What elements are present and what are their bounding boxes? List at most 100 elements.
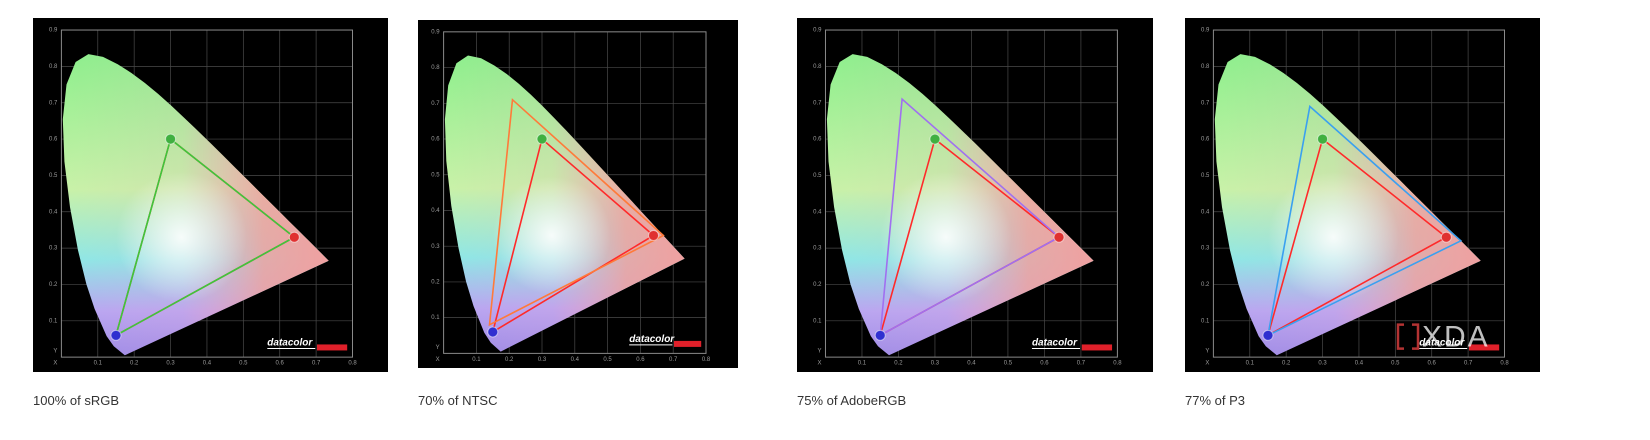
- x-tick-label: 0.6: [636, 357, 645, 363]
- x-tick-label: 0.7: [669, 357, 678, 363]
- y-tick-label: 0.4: [431, 208, 440, 214]
- x-axis-label: X: [53, 361, 57, 367]
- y-tick-label: 0.4: [1201, 209, 1210, 215]
- x-tick-label: 0.3: [538, 357, 547, 363]
- y-tick-label: 0.3: [431, 244, 440, 250]
- y-tick-label: 0.3: [813, 246, 822, 252]
- plot-border: [443, 31, 707, 354]
- watermark-bracket: [1396, 323, 1420, 350]
- y-tick-label: 0.9: [49, 28, 58, 34]
- y-tick-label: 0.6: [1201, 137, 1210, 143]
- x-axis-label: X: [1205, 361, 1209, 367]
- x-tick-label: 0.7: [1077, 361, 1086, 367]
- x-tick-label: 0.2: [505, 357, 514, 363]
- primary-marker: [1262, 329, 1274, 341]
- x-axis-label: X: [817, 361, 821, 367]
- x-tick-label: 0.2: [1282, 361, 1291, 367]
- y-axis-label: Y: [1205, 349, 1209, 355]
- x-tick-label: 0.6: [1040, 361, 1049, 367]
- x-tick-label: 0.5: [239, 361, 248, 367]
- logo-bar: [1469, 344, 1500, 351]
- y-tick-label: 0.2: [1201, 282, 1210, 288]
- logo-text: datacolor: [629, 334, 675, 345]
- x-tick-label: 0.8: [348, 361, 357, 367]
- x-tick-label: 0.6: [1428, 361, 1437, 367]
- y-tick-label: 0.5: [813, 173, 822, 179]
- plot-border: [1212, 29, 1506, 358]
- gamut-triangle: [879, 97, 1061, 337]
- x-tick-label: 0.7: [312, 361, 321, 367]
- primary-marker: [648, 229, 660, 241]
- x-axis-label: X: [436, 357, 440, 363]
- y-tick-label: 0.6: [49, 137, 58, 143]
- y-tick-label: 0.4: [813, 209, 822, 215]
- x-tick-label: 0.2: [130, 361, 139, 367]
- plot-border: [60, 29, 354, 358]
- logo-text: datacolor: [1032, 337, 1078, 348]
- plot-border: [824, 29, 1118, 358]
- logo-text: datacolor: [1419, 337, 1465, 348]
- watermark: XDA: [1422, 321, 1490, 354]
- chart-panel: 0.1 0.2 0.3 0.4 0.5 0.6 0.7 0.8 0.1 0.2 0.3 0.4 0.5 0…: [33, 18, 388, 372]
- logo-bar: [674, 340, 702, 347]
- gamut-triangle: [114, 137, 296, 337]
- x-tick-label: 0.4: [203, 361, 212, 367]
- logo-text: datacolor: [267, 337, 313, 348]
- x-tick-label: 0.5: [1004, 361, 1013, 367]
- y-tick-label: 0.6: [813, 137, 822, 143]
- y-tick-label: 0.1: [813, 318, 822, 324]
- y-tick-label: 0.5: [1201, 173, 1210, 179]
- y-axis-label: Y: [817, 349, 821, 355]
- y-tick-label: 0.1: [431, 315, 440, 321]
- y-tick-label: 0.4: [49, 209, 58, 215]
- chart-panel: 0.1 0.2 0.3 0.4 0.5 0.6 0.7 0.8 0.1 0.2 0.3 0.4 0.5 0…: [418, 20, 738, 368]
- x-tick-label: 0.3: [1318, 361, 1327, 367]
- chart-caption: 100% of sRGB: [33, 393, 119, 408]
- primary-marker: [1317, 133, 1329, 145]
- y-tick-label: 0.5: [431, 172, 440, 178]
- white-point-glow: [115, 171, 247, 303]
- y-tick-label: 0.7: [431, 101, 440, 107]
- x-tick-label: 0.8: [702, 357, 711, 363]
- chart-caption: 75% of AdobeRGB: [797, 393, 906, 408]
- y-tick-label: 0.5: [49, 173, 58, 179]
- y-tick-label: 0.7: [49, 100, 58, 106]
- x-tick-label: 0.7: [1464, 361, 1473, 367]
- y-tick-label: 0.8: [49, 64, 58, 70]
- chart-panel: 0.1 0.2 0.3 0.4 0.5 0.6 0.7 0.8 0.1 0.2 0.3 0.4 0.5 0…: [797, 18, 1153, 372]
- x-tick-label: 0.4: [571, 357, 580, 363]
- y-tick-label: 0.7: [813, 100, 822, 106]
- white-point-glow: [880, 171, 1012, 303]
- gamut-triangle: [1266, 104, 1463, 337]
- primary-marker: [487, 326, 499, 338]
- primary-marker: [929, 133, 941, 145]
- gamut-triangle: [491, 137, 655, 334]
- x-tick-label: 0.4: [1355, 361, 1364, 367]
- primary-marker: [1440, 231, 1452, 243]
- x-tick-label: 0.5: [603, 357, 612, 363]
- logo-bar: [317, 344, 348, 351]
- primary-marker: [288, 231, 300, 243]
- y-tick-label: 0.8: [1201, 64, 1210, 70]
- y-tick-label: 0.3: [49, 246, 58, 252]
- x-tick-label: 0.6: [276, 361, 285, 367]
- logo-bar: [1081, 344, 1113, 351]
- chart-caption: 77% of P3: [1185, 393, 1245, 408]
- x-tick-label: 0.4: [967, 361, 976, 367]
- primary-marker: [1053, 231, 1065, 243]
- gamut-triangle: [1266, 137, 1448, 337]
- y-tick-label: 0.8: [813, 64, 822, 70]
- y-tick-label: 0.9: [431, 29, 440, 35]
- x-tick-label: 0.1: [94, 361, 103, 367]
- x-tick-label: 0.1: [472, 357, 481, 363]
- y-tick-label: 0.2: [431, 280, 440, 286]
- primary-marker: [874, 329, 886, 341]
- chart-caption: 70% of NTSC: [418, 393, 497, 408]
- y-tick-label: 0.3: [1201, 246, 1210, 252]
- primary-marker: [165, 133, 177, 145]
- x-tick-label: 0.8: [1113, 361, 1122, 367]
- y-tick-label: 0.2: [813, 282, 822, 288]
- y-tick-label: 0.2: [49, 282, 58, 288]
- y-tick-label: 0.7: [1201, 100, 1210, 106]
- y-tick-label: 0.6: [431, 137, 440, 143]
